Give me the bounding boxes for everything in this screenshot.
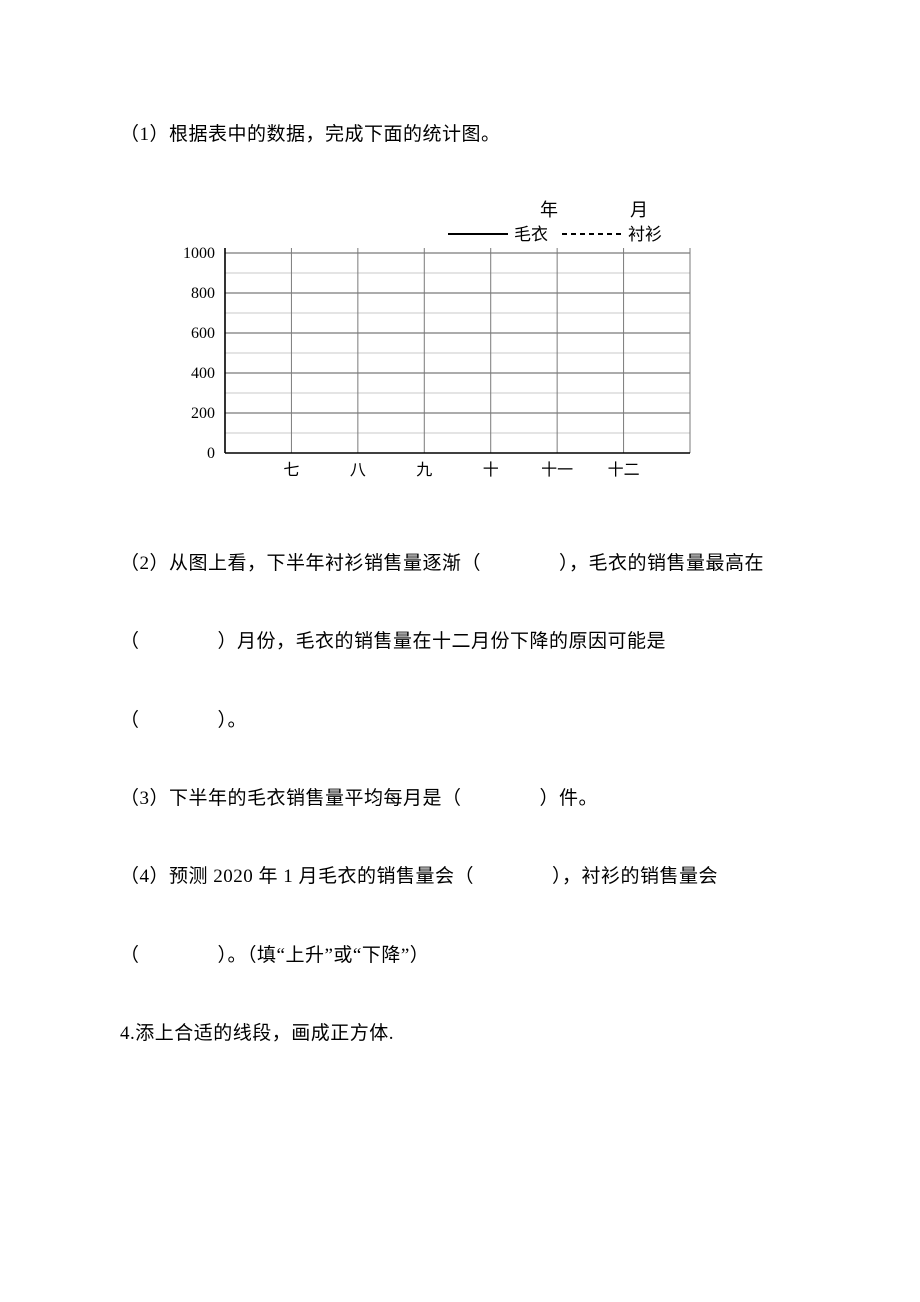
question-3: （3）下半年的毛衣销售量平均每月是（ ）件。 bbox=[120, 784, 800, 814]
question-2-line-2: （ ）月份，毛衣的销售量在十二月份下降的原因可能是 bbox=[120, 627, 800, 657]
legend-item-1: 毛衣 bbox=[514, 225, 548, 244]
question-4-line-1: （4）预测 2020 年 1 月毛衣的销售量会（ ），衬衫的销售量会 bbox=[120, 862, 800, 892]
chart-container: 年 月 毛衣 衬衫 0 200 400 600 800 1000 七 八 九 十 十一 十二 bbox=[150, 198, 800, 498]
q4b-suffix: ）。（填“上升”或“下降”） bbox=[218, 945, 430, 966]
q5-text: 4.添上合适的线段，画成正方体. bbox=[120, 1023, 394, 1044]
svg-text:400: 400 bbox=[191, 365, 215, 382]
blank[interactable] bbox=[140, 945, 218, 966]
svg-text:十一: 十一 bbox=[541, 461, 573, 479]
q4a-suffix: ），衬衫的销售量会 bbox=[552, 866, 718, 887]
q2b-prefix: （ bbox=[120, 631, 140, 652]
q2a-suffix: ），毛衣的销售量最高在 bbox=[559, 553, 764, 574]
question-4-line-2: （ ）。（填“上升”或“下降”） bbox=[120, 941, 800, 971]
vertical-gridlines bbox=[291, 248, 690, 453]
blank[interactable] bbox=[140, 631, 218, 652]
blank[interactable] bbox=[474, 866, 552, 887]
blank[interactable] bbox=[140, 710, 218, 731]
chart-top-labels: 年 月 bbox=[540, 200, 648, 220]
q3-prefix: （3）下半年的毛衣销售量平均每月是（ bbox=[120, 788, 462, 809]
y-axis-labels: 0 200 400 600 800 1000 bbox=[183, 245, 215, 462]
q4a-prefix: （4）预测 2020 年 1 月毛衣的销售量会（ bbox=[120, 866, 474, 887]
q2a-prefix: （2）从图上看，下半年衬衫销售量逐渐（ bbox=[120, 553, 481, 574]
svg-text:八: 八 bbox=[350, 462, 366, 479]
svg-text:九: 九 bbox=[416, 461, 432, 479]
question-2-line-3: （ ）。 bbox=[120, 706, 800, 736]
question-2-line-1: （2）从图上看，下半年衬衫销售量逐渐（ ），毛衣的销售量最高在 bbox=[120, 549, 800, 579]
svg-text:十二: 十二 bbox=[608, 461, 640, 479]
chart-legend: 毛衣 衬衫 bbox=[448, 225, 662, 244]
legend-item-2: 衬衫 bbox=[628, 225, 662, 244]
q2c-suffix: ）。 bbox=[218, 710, 248, 731]
question-1: （1）根据表中的数据，完成下面的统计图。 bbox=[120, 120, 800, 150]
x-axis-labels: 七 八 九 十 十一 十二 bbox=[283, 461, 639, 479]
svg-text:200: 200 bbox=[191, 405, 215, 422]
q2c-prefix: （ bbox=[120, 710, 140, 731]
svg-text:800: 800 bbox=[191, 285, 215, 302]
question-5: 4.添上合适的线段，画成正方体. bbox=[120, 1019, 800, 1049]
year-label: 年 bbox=[540, 200, 558, 220]
q1-text: （1）根据表中的数据，完成下面的统计图。 bbox=[120, 124, 501, 145]
svg-text:0: 0 bbox=[207, 445, 215, 462]
month-label: 月 bbox=[630, 200, 648, 220]
q2b-suffix: ）月份，毛衣的销售量在十二月份下降的原因可能是 bbox=[218, 631, 667, 652]
blank[interactable] bbox=[462, 788, 540, 809]
blank[interactable] bbox=[481, 553, 559, 574]
svg-text:十: 十 bbox=[483, 461, 499, 479]
svg-text:七: 七 bbox=[283, 461, 299, 479]
q3-suffix: ）件。 bbox=[540, 788, 599, 809]
svg-text:600: 600 bbox=[191, 325, 215, 342]
svg-text:1000: 1000 bbox=[183, 245, 215, 262]
horizontal-gridlines bbox=[225, 253, 690, 433]
q4b-prefix: （ bbox=[120, 945, 140, 966]
line-chart: 年 月 毛衣 衬衫 0 200 400 600 800 1000 七 八 九 十 十一 十二 bbox=[150, 198, 710, 488]
worksheet-page: （1）根据表中的数据，完成下面的统计图。 年 月 毛衣 衬衫 0 200 400 60… bbox=[0, 0, 920, 1050]
